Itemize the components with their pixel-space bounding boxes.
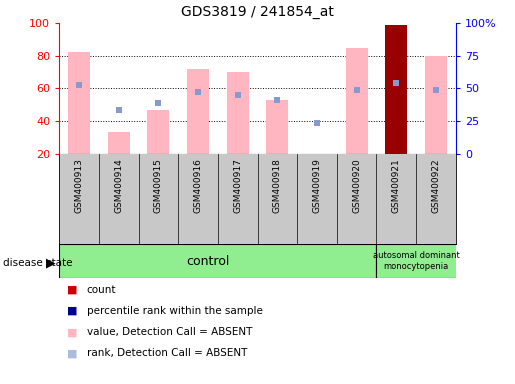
Text: control: control xyxy=(186,255,230,268)
Text: GSM400916: GSM400916 xyxy=(194,158,202,213)
Bar xyxy=(59,244,376,278)
Text: GSM400917: GSM400917 xyxy=(233,158,242,213)
Bar xyxy=(108,132,130,154)
Text: disease state: disease state xyxy=(3,258,72,268)
Text: autosomal dominant
monocytopenia: autosomal dominant monocytopenia xyxy=(373,252,459,271)
Text: percentile rank within the sample: percentile rank within the sample xyxy=(87,306,263,316)
Text: GSM400919: GSM400919 xyxy=(313,158,321,213)
Text: GSM400914: GSM400914 xyxy=(114,158,123,213)
Title: GDS3819 / 241854_at: GDS3819 / 241854_at xyxy=(181,5,334,19)
Bar xyxy=(376,244,476,278)
Bar xyxy=(346,48,368,154)
Text: count: count xyxy=(87,285,116,295)
Bar xyxy=(68,53,90,154)
Text: GSM400918: GSM400918 xyxy=(273,158,282,213)
Bar xyxy=(227,72,249,154)
Text: GSM400915: GSM400915 xyxy=(154,158,163,213)
Text: rank, Detection Call = ABSENT: rank, Detection Call = ABSENT xyxy=(87,348,247,358)
Text: GSM400913: GSM400913 xyxy=(75,158,83,213)
Text: value, Detection Call = ABSENT: value, Detection Call = ABSENT xyxy=(87,327,252,337)
Text: GSM400921: GSM400921 xyxy=(392,158,401,213)
Text: ■: ■ xyxy=(67,327,77,337)
Text: ■: ■ xyxy=(67,348,77,358)
Bar xyxy=(147,109,169,154)
Text: ▶: ▶ xyxy=(46,257,55,270)
Text: ■: ■ xyxy=(67,285,77,295)
Text: GSM400922: GSM400922 xyxy=(432,158,440,213)
Bar xyxy=(385,25,407,154)
Bar xyxy=(187,69,209,154)
Bar xyxy=(266,100,288,154)
Bar xyxy=(425,56,447,154)
Text: ■: ■ xyxy=(67,306,77,316)
Text: GSM400920: GSM400920 xyxy=(352,158,361,213)
